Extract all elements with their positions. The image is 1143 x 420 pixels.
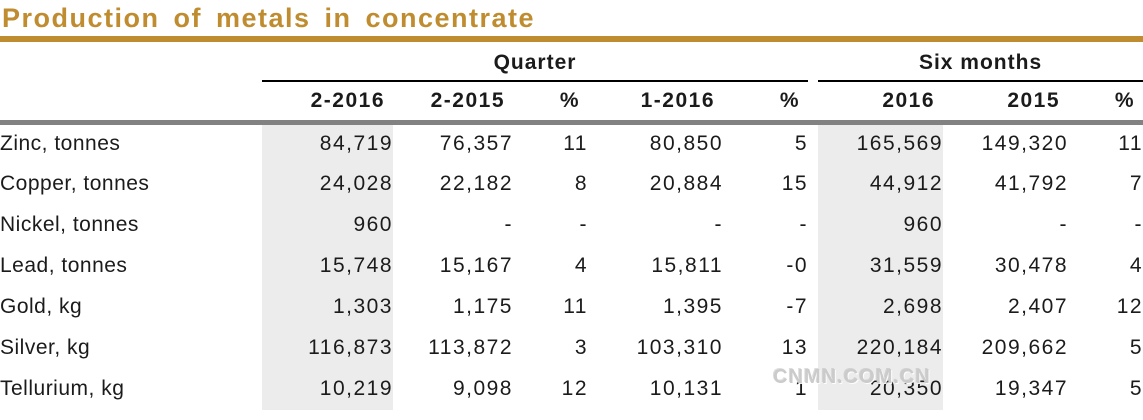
cell: 80,850 bbox=[649, 132, 723, 156]
group-header-six-months: Six months bbox=[818, 42, 1143, 82]
cell: 41,792 bbox=[994, 172, 1069, 195]
group-gap bbox=[808, 123, 818, 164]
row-label: Nickel, tonnes bbox=[0, 213, 139, 236]
cell: - bbox=[504, 213, 513, 236]
title-underline bbox=[0, 36, 1143, 42]
column-group-header-row: Quarter Six months bbox=[0, 42, 1143, 82]
cell: 44,912 bbox=[869, 172, 944, 195]
cell: - bbox=[1134, 213, 1143, 236]
cell: 11 bbox=[563, 295, 588, 318]
cell: - bbox=[714, 213, 723, 236]
group-gap bbox=[808, 287, 818, 328]
cell: 10,219 bbox=[319, 377, 393, 400]
cell: 5 bbox=[1129, 336, 1143, 359]
cell: 15,811 bbox=[651, 254, 723, 277]
cell: 220,184 bbox=[856, 336, 944, 359]
cell: 2,698 bbox=[882, 295, 944, 318]
group-gap bbox=[808, 369, 818, 410]
table-row: Nickel, tonnes 960 - - - - 960 - - bbox=[0, 205, 1143, 246]
column-header: 1-2016 bbox=[588, 81, 723, 125]
cell: - bbox=[579, 213, 588, 236]
column-header: 2-2016 bbox=[262, 81, 393, 125]
cell: 15 bbox=[781, 172, 809, 195]
cell: 960 bbox=[353, 213, 393, 236]
cell: 12 bbox=[561, 377, 588, 400]
cell: - bbox=[799, 213, 809, 236]
cell: 20,350 bbox=[869, 377, 944, 400]
cell: -7 bbox=[786, 295, 809, 318]
cell: 960 bbox=[903, 213, 944, 236]
cell: 9,098 bbox=[452, 377, 513, 400]
cell: 11 bbox=[1118, 132, 1143, 156]
cell: 84,719 bbox=[319, 132, 393, 156]
row-label: Zinc, tonnes bbox=[0, 132, 121, 156]
cell: 19,347 bbox=[994, 377, 1069, 400]
row-label: Silver, kg bbox=[0, 336, 91, 359]
cell: 22,182 bbox=[439, 172, 513, 195]
table-row: Silver, kg 116,873 113,872 3 103,310 13 … bbox=[0, 328, 1143, 369]
column-header: % bbox=[513, 81, 588, 125]
cell: 1,175 bbox=[452, 295, 513, 318]
cell: 31,559 bbox=[869, 254, 944, 277]
cell: 12 bbox=[1116, 295, 1143, 318]
row-label: Tellurium, kg bbox=[0, 377, 125, 400]
cell: -0 bbox=[786, 254, 809, 277]
cell: 5 bbox=[1129, 377, 1143, 400]
cell: 15,748 bbox=[319, 254, 393, 277]
group-gap bbox=[808, 81, 819, 125]
cell: 10,131 bbox=[649, 377, 723, 400]
group-gap bbox=[808, 246, 818, 287]
table-row: Lead, tonnes 15,748 15,167 4 15,811 -0 3… bbox=[0, 246, 1143, 287]
cell: 2,407 bbox=[1007, 295, 1069, 318]
cell: 24,028 bbox=[319, 172, 393, 195]
table-row: Zinc, tonnes 84,719 76,357 11 80,850 5 1… bbox=[0, 123, 1143, 164]
cell: 13 bbox=[781, 336, 809, 359]
metals-production-table: Quarter Six months 2-2016 2-2015 % 1-201… bbox=[0, 42, 1143, 410]
group-gap bbox=[808, 328, 818, 369]
row-label: Gold, kg bbox=[0, 295, 83, 318]
cell: 4 bbox=[1129, 254, 1143, 277]
cell: 209,662 bbox=[981, 336, 1069, 359]
cell: 5 bbox=[794, 132, 809, 156]
table-row: Tellurium, kg 10,219 9,098 12 10,131 1 2… bbox=[0, 369, 1143, 410]
cell: 8 bbox=[574, 172, 588, 195]
column-header: % bbox=[723, 81, 809, 125]
column-header: 2-2015 bbox=[393, 81, 513, 125]
cell: 30,478 bbox=[994, 254, 1069, 277]
group-gap bbox=[808, 164, 818, 205]
group-gap bbox=[808, 42, 819, 81]
cell: 15,167 bbox=[439, 254, 513, 277]
column-header-row: 2-2016 2-2015 % 1-2016 % 2016 2015 % bbox=[0, 81, 1143, 125]
table-row: Copper, tonnes 24,028 22,182 8 20,884 15… bbox=[0, 164, 1143, 205]
table-row: Gold, kg 1,303 1,175 11 1,395 -7 2,698 2… bbox=[0, 287, 1143, 328]
group-header-quarter: Quarter bbox=[262, 42, 809, 82]
row-label: Copper, tonnes bbox=[0, 172, 150, 195]
cell: 4 bbox=[574, 254, 588, 277]
empty-label-header-cell bbox=[0, 81, 262, 125]
cell: 7 bbox=[1129, 172, 1143, 195]
cell: 20,884 bbox=[649, 172, 723, 195]
column-header: % bbox=[1068, 81, 1143, 125]
column-header: 2016 bbox=[818, 81, 944, 125]
empty-corner-cell bbox=[0, 42, 262, 81]
cell: 1,303 bbox=[332, 295, 393, 318]
group-gap bbox=[808, 205, 818, 246]
cell: 3 bbox=[574, 336, 588, 359]
cell: 1,395 bbox=[662, 295, 723, 318]
cell: 76,357 bbox=[439, 132, 513, 156]
page-title: Production of metals in concentrate bbox=[2, 3, 536, 33]
row-label: Lead, tonnes bbox=[0, 254, 128, 277]
cell: 165,569 bbox=[856, 132, 944, 156]
cell: 1 bbox=[794, 377, 809, 400]
column-header: 2015 bbox=[943, 81, 1069, 125]
cell: 113,872 bbox=[428, 336, 513, 359]
cell: - bbox=[1059, 213, 1069, 236]
cell: 116,873 bbox=[308, 336, 393, 359]
cell: 103,310 bbox=[636, 336, 723, 359]
cell: 11 bbox=[563, 132, 588, 156]
cell: 149,320 bbox=[981, 132, 1069, 156]
